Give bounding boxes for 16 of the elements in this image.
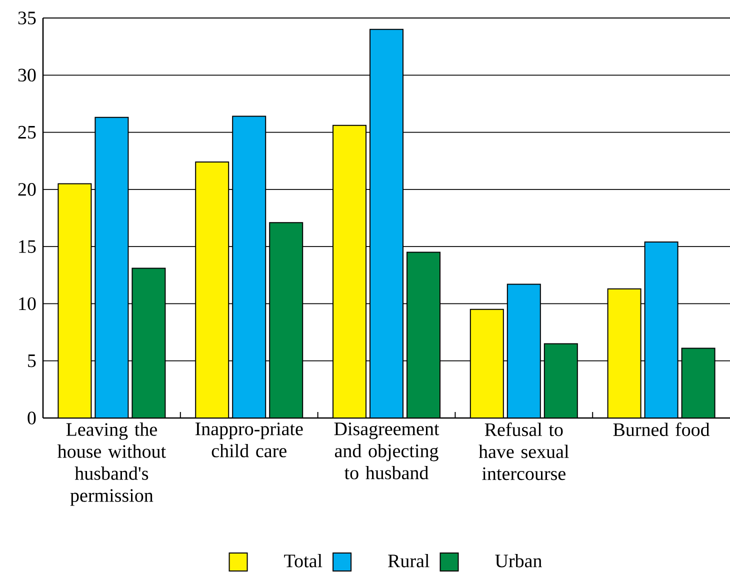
- y-tick-label: 10: [19, 297, 36, 310]
- x-tick-label: Burned food: [613, 422, 710, 436]
- y-tick-label: 35: [18, 12, 36, 24]
- x-tick-label: Refusal to have sexual intercourse: [478, 422, 569, 480]
- x-tick-label: Inappro-priate child care: [195, 422, 303, 458]
- x-tick-label: Leaving the house without husband's permission: [58, 422, 166, 506]
- y-tick-label: 30: [18, 68, 36, 82]
- y-tick-label: 25: [18, 126, 36, 139]
- y-tick-label: 15: [19, 240, 36, 253]
- legend-label: Urban: [495, 554, 542, 568]
- y-tick-label: 20: [18, 183, 36, 196]
- x-tick-label: Disagreement and objecting to husband: [334, 422, 440, 480]
- legend-label: Rural: [388, 554, 430, 568]
- legend-label: Total: [284, 554, 322, 568]
- y-tick-label: 5: [28, 354, 36, 368]
- y-tick-label: 0: [28, 412, 36, 424]
